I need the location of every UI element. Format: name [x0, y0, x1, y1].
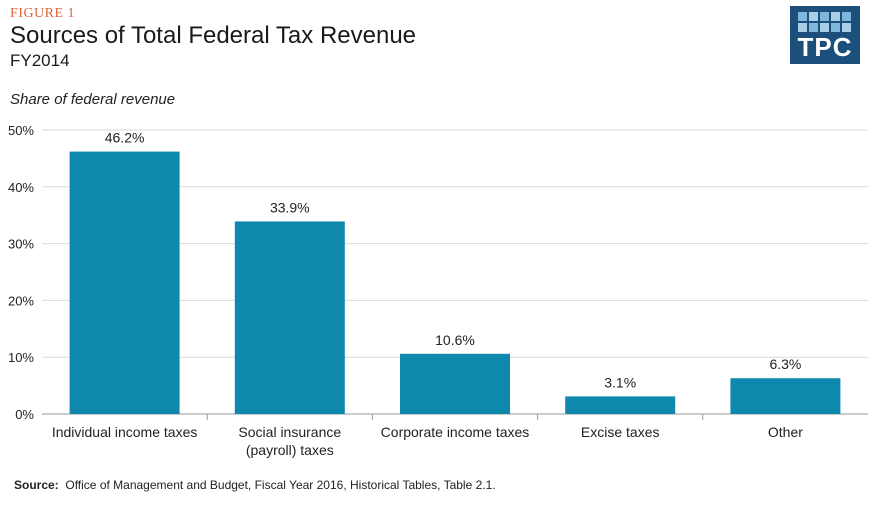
source-text: Office of Management and Budget, Fiscal …: [65, 478, 496, 492]
x-tick-label: Excise taxes: [581, 424, 660, 440]
data-label: 6.3%: [769, 356, 801, 372]
data-label: 46.2%: [105, 130, 145, 146]
x-tick-label: (payroll) taxes: [246, 442, 334, 458]
source-label: Source:: [14, 478, 59, 492]
source-note: Source: Office of Management and Budget,…: [14, 478, 496, 492]
y-tick-label: 50%: [8, 123, 34, 138]
tpc-logo: TPC: [790, 6, 860, 64]
data-label: 3.1%: [604, 374, 636, 390]
chart-title: Sources of Total Federal Tax Revenue: [10, 22, 417, 49]
x-tick-label: Social insurance: [238, 424, 341, 440]
chart-subtitle: FY2014: [10, 51, 70, 70]
x-tick-label: Corporate income taxes: [381, 424, 530, 440]
bar: [69, 151, 180, 415]
y-axis-label: Share of federal revenue: [10, 91, 176, 108]
bar: [730, 378, 841, 414]
bar: [234, 221, 345, 414]
x-tick-label: Individual income taxes: [52, 424, 198, 440]
y-tick-label: 10%: [8, 350, 34, 365]
y-tick-label: 20%: [8, 293, 34, 308]
bar: [565, 396, 676, 414]
bar-chart: 0% 10% 20% 30% 40% 50% 46.2% Individual income …: [8, 123, 868, 458]
data-label: 10.6%: [435, 332, 475, 348]
logo-text: TPC: [797, 32, 853, 62]
y-tick-label: 0%: [15, 407, 34, 422]
data-label: 33.9%: [270, 199, 310, 215]
y-tick-label: 40%: [8, 180, 34, 195]
bar: [400, 353, 510, 414]
x-tick-label: Other: [768, 424, 803, 440]
logo-grid-icon: [798, 12, 851, 32]
figure-label: FIGURE 1: [10, 6, 76, 21]
y-tick-label: 30%: [8, 237, 34, 252]
